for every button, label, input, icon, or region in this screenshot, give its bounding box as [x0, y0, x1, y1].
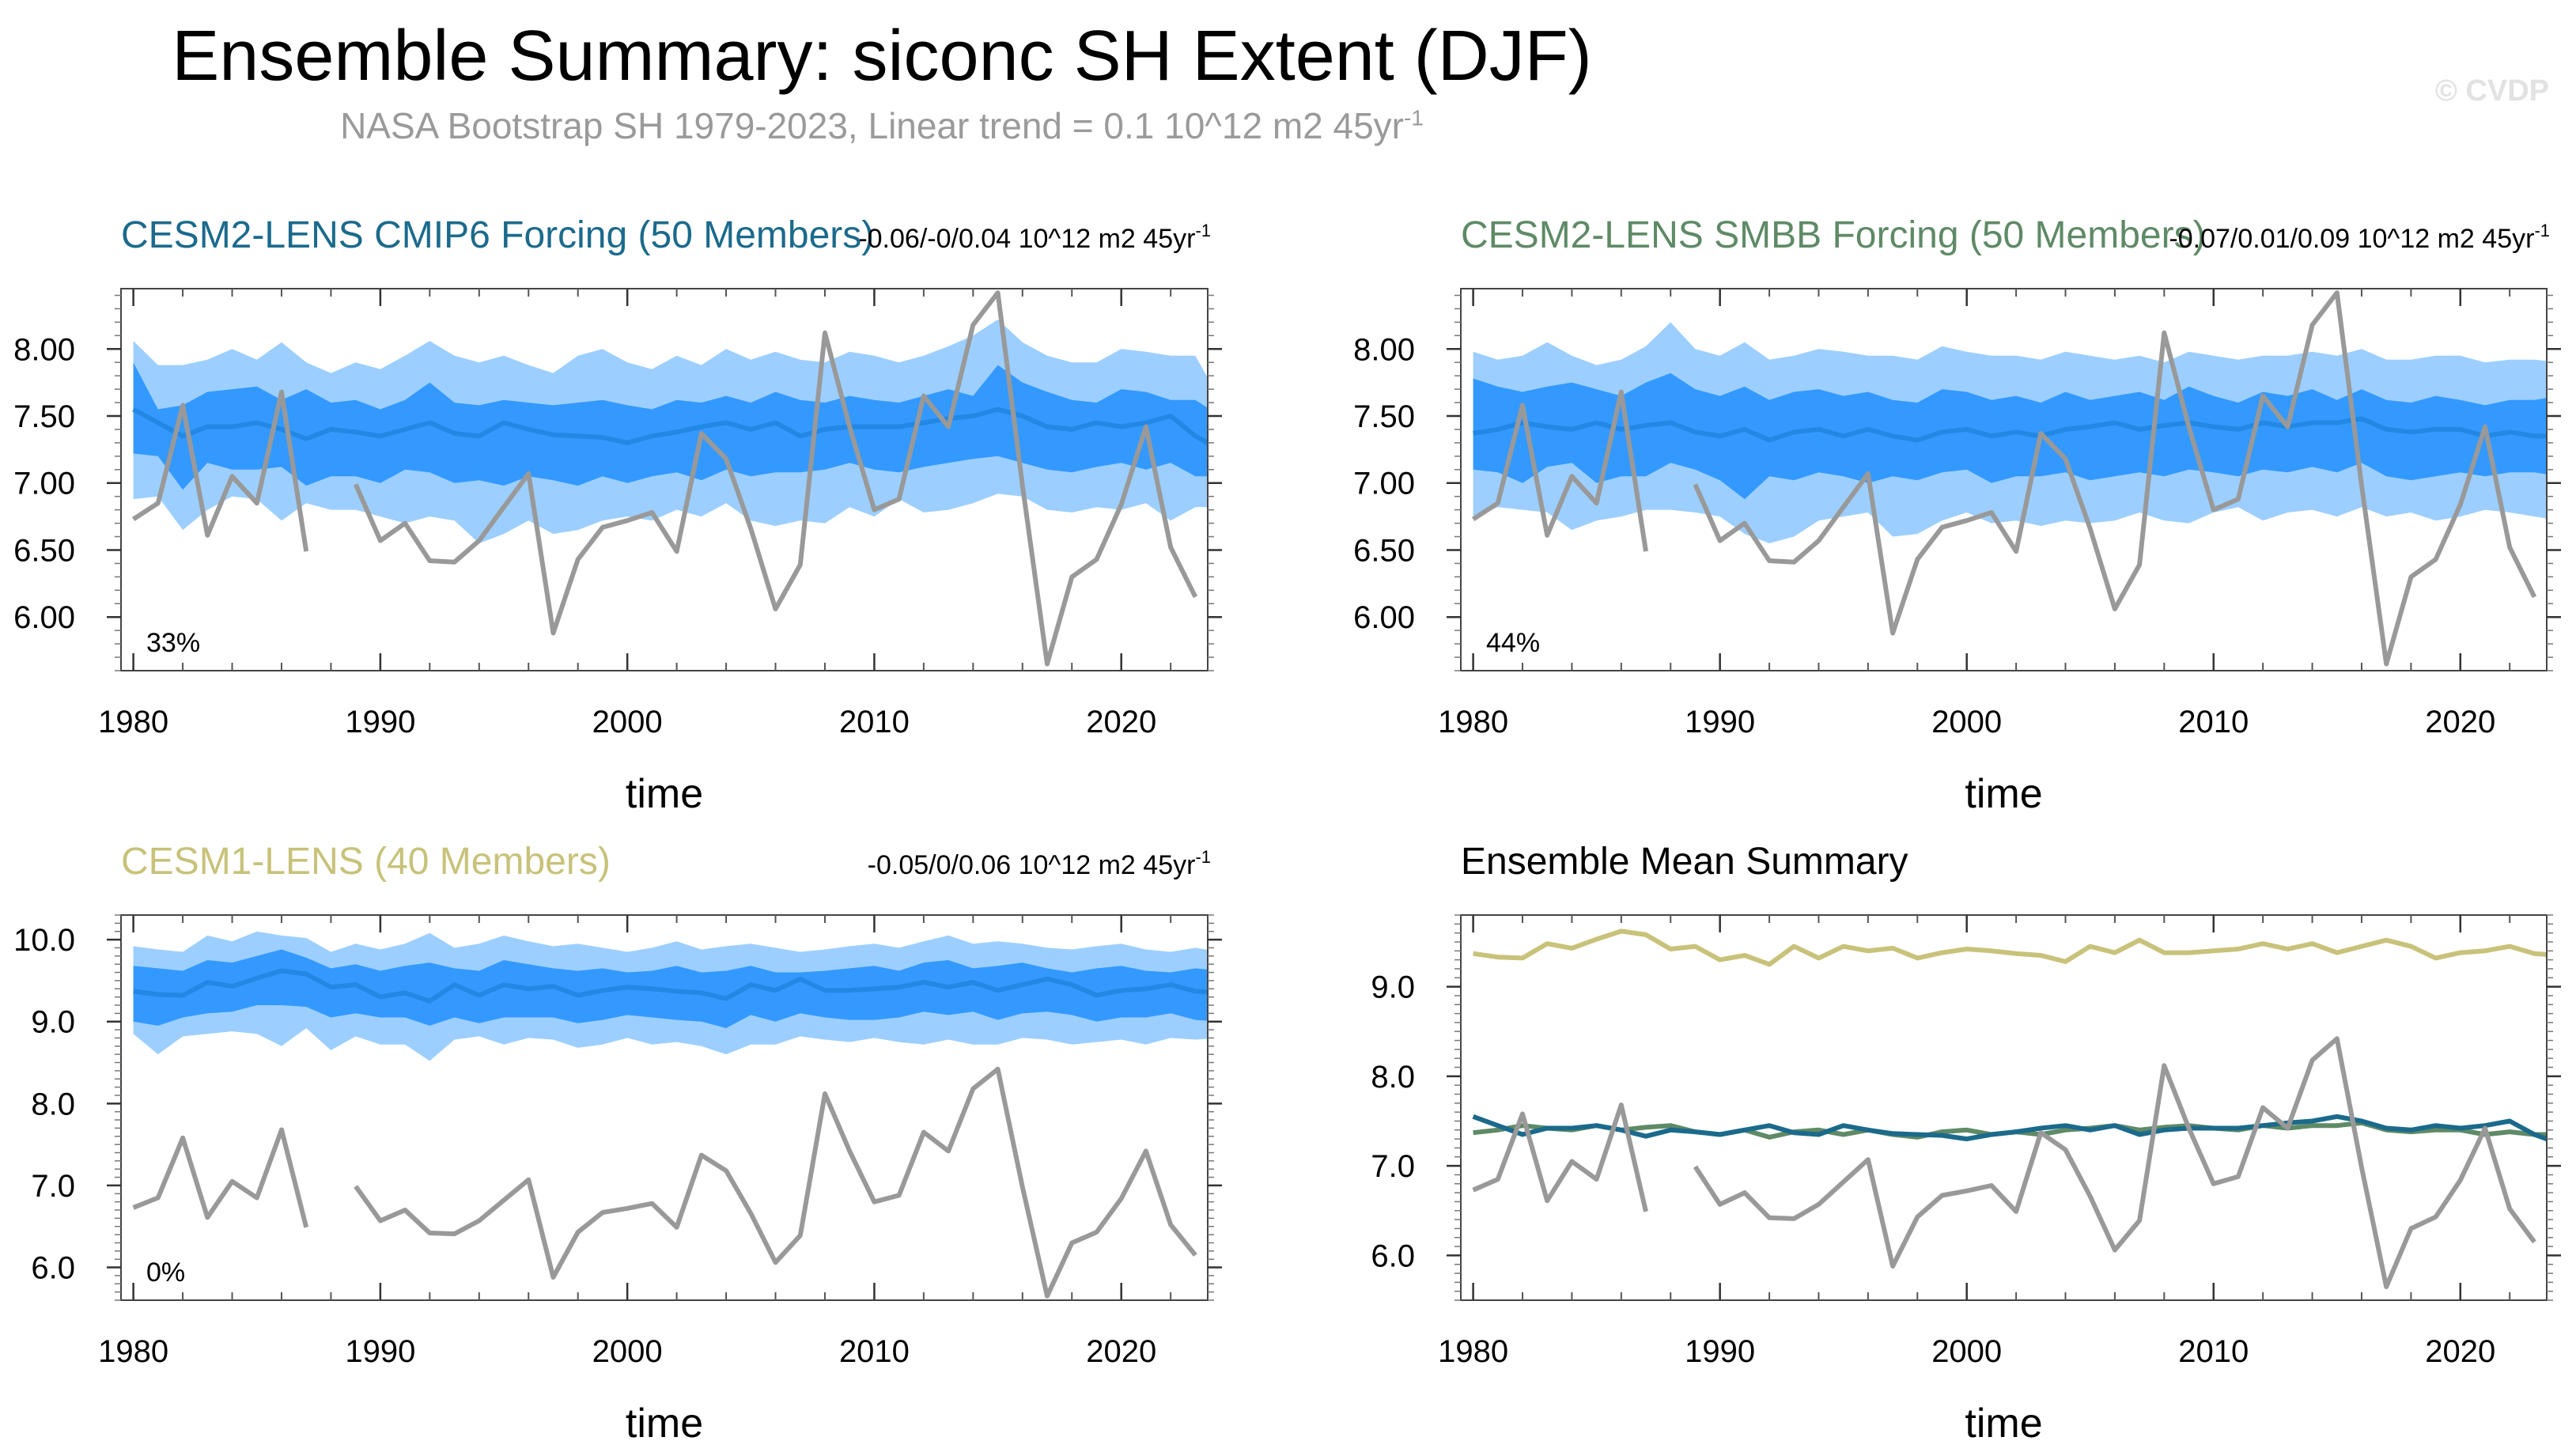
x-tick-label: 1980 [98, 705, 168, 739]
x-tick-label: 2010 [839, 705, 910, 739]
panel-4: 1980 1990 2000 2010 2020 9.0 8.0 7.0 6.0 time Ense… [1371, 841, 2561, 1447]
x-tick-label: 1990 [1685, 705, 1755, 739]
plot-data [1471, 290, 2547, 667]
page-subtitle: NASA Bootstrap SH 1979-2023, Linear tren… [0, 104, 1764, 147]
y-tick-label: 9.0 [31, 1005, 75, 1040]
inner-band [133, 362, 1208, 490]
y-tick-label: 7.50 [1353, 399, 1415, 434]
panel-title: CESM2-LENS CMIP6 Forcing (50 Members) [121, 214, 874, 256]
percent-label: 44% [1486, 628, 1540, 658]
plot-data [1472, 928, 2547, 1289]
panel-1: 1980 1990 2000 2010 2020 8.00 7.50 7.00 6.50 6.00… [13, 214, 1222, 817]
y-tick-label: 6.00 [13, 600, 75, 635]
y-tick-label: 7.50 [13, 399, 75, 434]
y-tick-label: 7.00 [13, 467, 75, 501]
x-tick-label: 2000 [592, 705, 663, 739]
page-title: Ensemble Summary: siconc SH Extent (DJF) [172, 17, 1592, 96]
plot-frame [120, 288, 1209, 671]
observed-line [132, 1066, 1197, 1299]
panel-3: 1980 1990 2000 2010 2020 10.0 9.0 8.0 7.0 6.0 time… [13, 841, 1222, 1447]
cesm2-lens-cmip6-line [1472, 1114, 2547, 1142]
ensemble-mean-line [132, 407, 1208, 446]
plot-data [131, 290, 1208, 667]
y-tick-label: 8.00 [1353, 332, 1415, 367]
x-tick-label: 2020 [2425, 705, 2495, 739]
x-axis-label: time [1965, 1401, 2042, 1447]
y-tick-label: 6.50 [13, 533, 75, 568]
y-tick-label: 6.50 [1353, 533, 1415, 568]
x-axis-label: time [626, 1401, 703, 1447]
trend-text: -0.07/0.01/0.09 10^12 m2 45yr-1 [2169, 221, 2550, 254]
cesm1-lens-line [1473, 928, 2547, 967]
observed-line [1472, 1036, 2536, 1289]
plot-frame [120, 914, 1209, 1301]
x-tick-label: 2000 [1931, 705, 2002, 739]
y-tick-label: 7.0 [1371, 1149, 1415, 1184]
trend-value: -0.06/-0/0.04 10^12 m2 45yr [858, 224, 1195, 254]
x-tick-label: 1980 [1438, 705, 1508, 739]
panel-title: CESM1-LENS (40 Members) [121, 841, 611, 883]
percent-label: 33% [146, 628, 200, 658]
y-tick-label: 9.0 [1371, 970, 1415, 1005]
percent-label: 0% [146, 1257, 185, 1288]
subtitle-superscript: -1 [1404, 105, 1424, 130]
trend-value: -0.07/0.01/0.09 10^12 m2 45yr [2169, 224, 2534, 254]
y-tick-label: 7.0 [31, 1169, 75, 1204]
x-tick-label: 2000 [592, 1334, 663, 1369]
y-tick-label: 8.00 [13, 332, 75, 367]
panel-2: 1980 1990 2000 2010 2020 8.00 7.50 7.00 6.50 6.00… [1353, 214, 2561, 817]
y-tick-label: 8.0 [31, 1087, 75, 1121]
y-tick-label: 8.0 [1371, 1060, 1415, 1095]
trend-text: -0.06/-0/0.04 10^12 m2 45yr-1 [858, 221, 1211, 254]
y-tick-label: 10.0 [13, 923, 75, 958]
plot-frame [1460, 914, 2548, 1301]
plot-frame [1460, 288, 2548, 671]
ensemble-mean-line [133, 968, 1208, 1004]
x-tick-label: 2020 [2425, 1334, 2495, 1369]
observed-line [1471, 290, 2537, 667]
x-tick-label: 1980 [1438, 1334, 1508, 1369]
x-tick-label: 1990 [345, 705, 415, 739]
trend-superscript: -1 [1195, 221, 1211, 240]
watermark: © CVDP [2434, 74, 2549, 108]
x-tick-label: 2020 [1086, 705, 1156, 739]
x-axis-label: time [1965, 771, 2042, 817]
observed-line [131, 290, 1198, 667]
trend-superscript: -1 [1195, 847, 1211, 867]
y-tick-label: 6.0 [31, 1251, 75, 1286]
y-tick-label: 6.0 [1371, 1239, 1415, 1273]
subtitle-text: NASA Bootstrap SH 1979-2023, Linear tren… [340, 105, 1404, 146]
inner-band [1473, 373, 2547, 500]
x-axis-label: time [626, 771, 703, 817]
trend-superscript: -1 [2534, 221, 2550, 240]
x-tick-label: 2010 [2178, 705, 2249, 739]
ensemble-mean-line [1473, 416, 2547, 443]
x-tick-label: 1980 [98, 1334, 168, 1369]
plot-data [132, 931, 1208, 1299]
y-tick-label: 7.00 [1353, 467, 1415, 501]
trend-value: -0.05/0/0.06 10^12 m2 45yr [868, 850, 1196, 880]
y-tick-label: 6.00 [1353, 600, 1415, 635]
x-tick-label: 2000 [1931, 1334, 2002, 1369]
panel-title: Ensemble Mean Summary [1461, 841, 1908, 883]
x-tick-label: 1990 [345, 1334, 415, 1369]
x-tick-label: 2010 [2178, 1334, 2249, 1369]
x-tick-label: 2020 [1086, 1334, 1156, 1369]
trend-text: -0.05/0/0.06 10^12 m2 45yr-1 [868, 847, 1211, 880]
x-tick-label: 1990 [1685, 1334, 1755, 1369]
x-tick-label: 2010 [839, 1334, 910, 1369]
panel-title: CESM2-LENS SMBB Forcing (50 Members) [1461, 214, 2206, 256]
